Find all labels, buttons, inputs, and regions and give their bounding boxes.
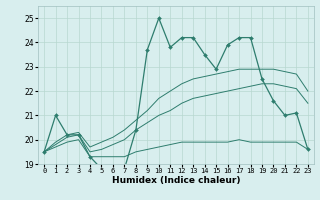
X-axis label: Humidex (Indice chaleur): Humidex (Indice chaleur) xyxy=(112,176,240,185)
